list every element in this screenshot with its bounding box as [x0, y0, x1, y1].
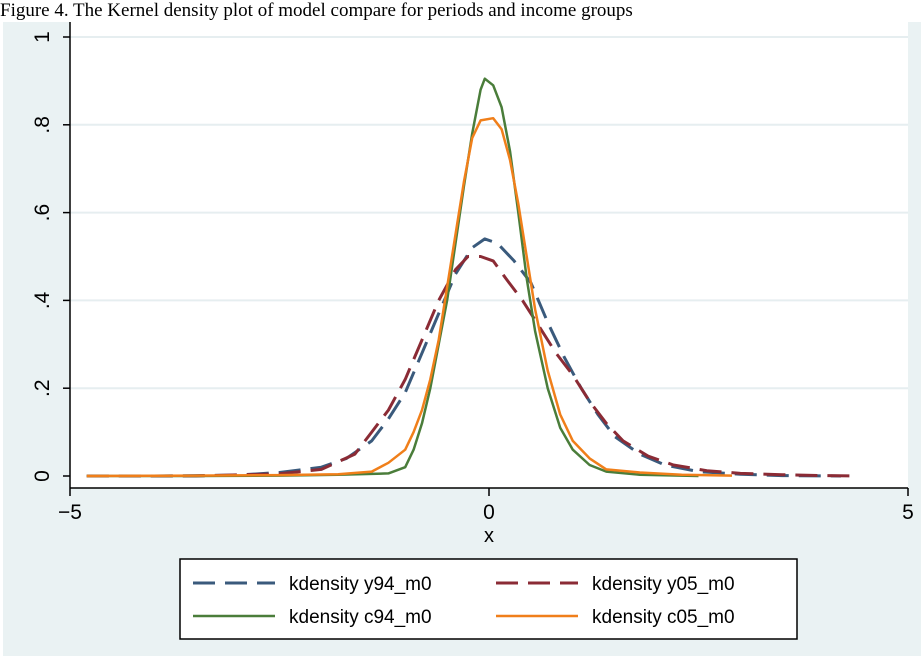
plot-area [70, 22, 908, 488]
figure-caption: Figure 4. The Kernel density plot of mod… [0, 0, 633, 21]
x-tick-label-2: 5 [902, 501, 914, 524]
y-tick-label-4: .8 [31, 116, 54, 134]
legend-label-1: kdensity y05_m0 [592, 574, 735, 595]
kdensity-chart: 0.2.4.6.81−5 0 5 x kdensity y94_m0 kdensity… [31, 22, 914, 640]
legend-label-0: kdensity y94_m0 [289, 574, 432, 595]
chart-panel: 0.2.4.6.8 1 −5 0 5 x kdensity y94_m0 kdensity… [3, 22, 921, 656]
series-line-1 [86, 255, 858, 478]
y-tick-label-5: 1 [31, 31, 54, 43]
series-lines [86, 77, 858, 478]
series-line-2 [86, 77, 699, 478]
x-tick-label-0: −5 [58, 501, 82, 524]
legend-box [179, 558, 798, 640]
y-tick-label-0: 0 [31, 470, 54, 482]
y-tick-label-3: .6 [31, 204, 54, 222]
x-axis-title: x [484, 525, 494, 547]
y-tick-label-2: .4 [31, 291, 54, 309]
legend-label-3: kdensity c05_m0 [592, 607, 735, 628]
legend: kdensity y94_m0 kdensity y05_m0 kdensity c… [179, 558, 798, 640]
y-tick-label-1: .2 [31, 379, 54, 397]
x-tick-label-1: 0 [483, 501, 495, 524]
series-line-3 [86, 116, 733, 478]
gridlines [70, 36, 908, 390]
axes: 0 .2 .4 .6 .8 1 −5 0 5 [31, 22, 914, 524]
series-line-0 [86, 237, 842, 478]
legend-label-2: kdensity c94_m0 [289, 607, 432, 628]
